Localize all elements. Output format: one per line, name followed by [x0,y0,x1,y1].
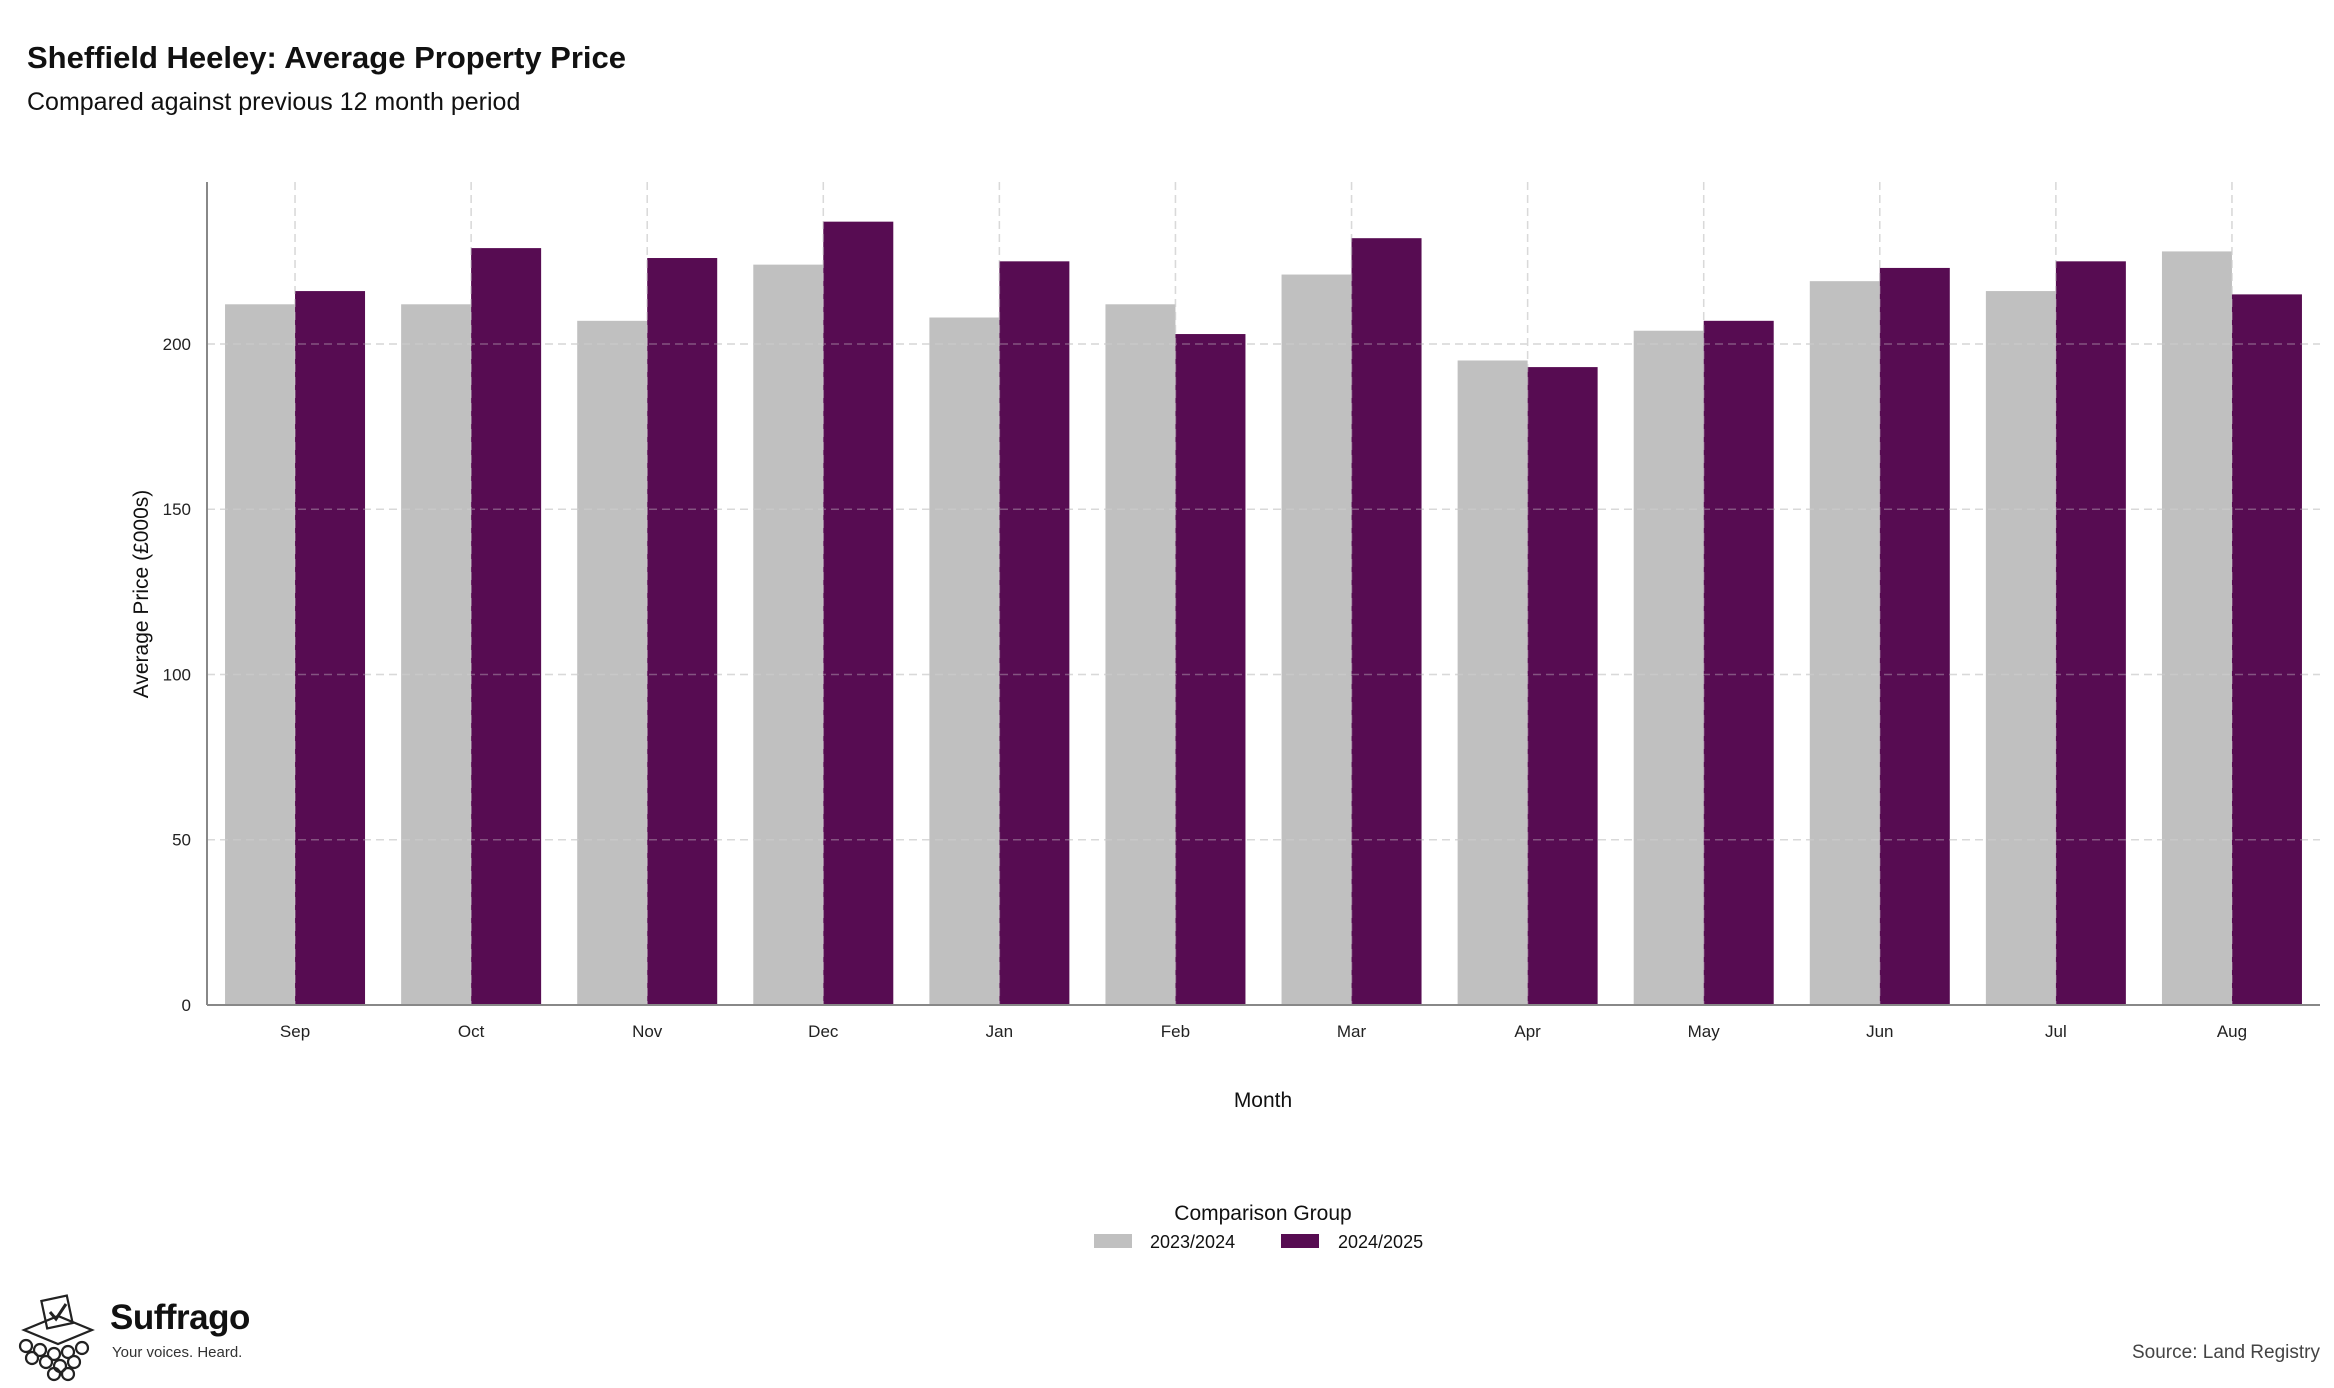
x-tick-label: Mar [1337,1022,1367,1041]
bar-2023-2024-jan [929,317,1000,1006]
x-tick-label: May [1688,1022,1721,1041]
x-tick-labels: Sep Oct Nov Dec Jan Feb Mar Apr May Jun Jul Aug [280,1022,2247,1041]
bars [225,221,2302,1006]
grid-overlay [207,182,2320,1005]
bar-2023-2024-jul [1985,291,2056,1006]
brand-name: Suffrago [110,1298,250,1337]
x-axis-title: Month [1234,1089,1292,1112]
bar-2024-2025-sep [295,291,366,1006]
y-tick-labels: 0 50 100 150 200 [163,335,191,1015]
bar-2023-2024-aug [2161,251,2232,1005]
bar-2024-2025-dec [823,221,894,1005]
bar-2024-2025-oct [471,248,542,1005]
bar-2024-2025-mar [1351,238,1422,1006]
bar-2024-2025-may [1703,320,1774,1005]
bar-2024-2025-nov [647,258,718,1005]
bar-2023-2024-dec [753,264,824,1006]
x-tick-label: Aug [2217,1022,2247,1041]
brand-logo-block: Suffrago Your voices. Heard. [14,1292,274,1382]
legend-label-prev: 2023/2024 [1150,1232,1235,1252]
bar-2024-2025-jun [1879,267,1950,1005]
chart-subtitle: Compared against previous 12 month perio… [27,88,521,116]
legend: Comparison Group 2023/2024 2024/2025 [1094,1202,1423,1252]
axes [206,182,2320,1006]
source-note: Source: Land Registry [2132,1342,2320,1363]
x-tick-label: Jun [1866,1022,1893,1041]
y-tick-label: 200 [163,335,191,354]
x-tick-label: Dec [808,1022,839,1041]
bar-2023-2024-apr [1457,360,1528,1005]
bar-2024-2025-jul [2055,261,2126,1005]
bar-2023-2024-feb [1105,304,1176,1005]
bar-2023-2024-sep [225,304,296,1005]
bar-2023-2024-mar [1281,274,1352,1006]
y-axis-title: Average Price (£000s) [130,490,153,699]
legend-swatch-curr [1281,1234,1319,1248]
bar-2024-2025-aug [2231,294,2302,1005]
brand-tagline: Your voices. Heard. [112,1344,243,1361]
y-tick-label: 50 [172,831,191,850]
x-tick-label: Oct [458,1022,485,1041]
chart-title: Sheffield Heeley: Average Property Price [27,40,627,75]
x-tick-label: Jul [2045,1022,2067,1041]
bar-2024-2025-jan [999,261,1070,1005]
x-tick-label: Apr [1514,1022,1541,1041]
legend-swatch-prev [1094,1234,1132,1248]
bar-2023-2024-may [1633,330,1704,1005]
y-tick-label: 0 [182,996,191,1015]
x-tick-label: Nov [632,1022,663,1041]
y-tick-label: 150 [163,500,191,519]
bar-2024-2025-feb [1175,334,1246,1005]
y-tick-label: 100 [163,665,191,684]
bar-2023-2024-jun [1809,281,1880,1005]
bar-2024-2025-apr [1527,367,1598,1005]
x-tick-label: Sep [280,1022,310,1041]
x-tick-label: Jan [986,1022,1013,1041]
bar-2023-2024-nov [577,320,648,1005]
bar-2023-2024-oct [401,304,472,1005]
x-tick-label: Feb [1161,1022,1190,1041]
legend-label-curr: 2024/2025 [1338,1232,1423,1252]
legend-title: Comparison Group [1174,1202,1351,1225]
ballot-box-icon [18,1294,95,1382]
